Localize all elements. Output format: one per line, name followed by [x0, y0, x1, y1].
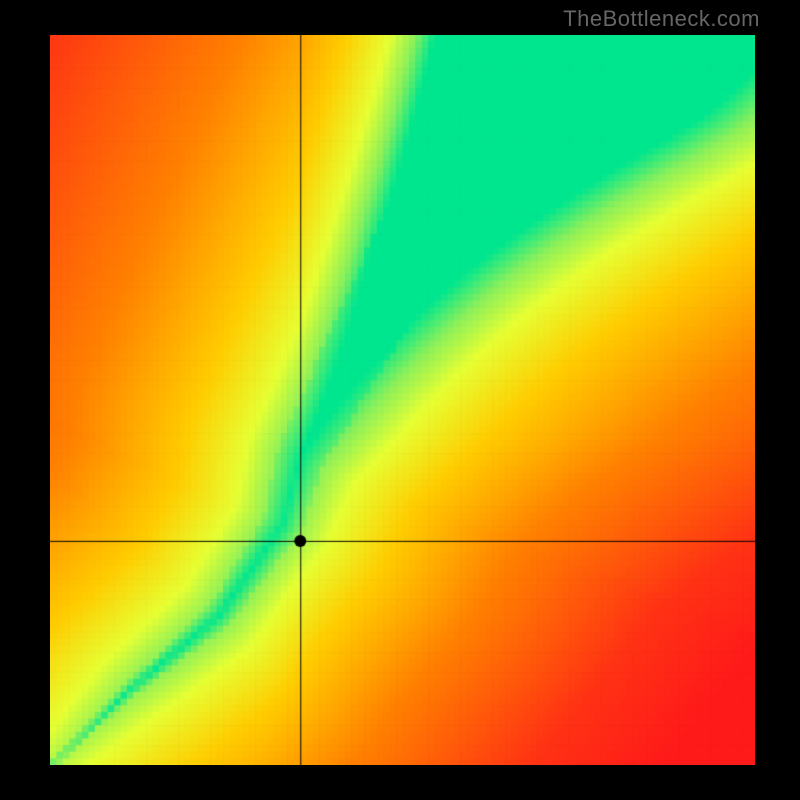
- bottleneck-heatmap: [50, 35, 755, 765]
- chart-container: TheBottleneck.com: [0, 0, 800, 800]
- watermark-label: TheBottleneck.com: [563, 6, 760, 32]
